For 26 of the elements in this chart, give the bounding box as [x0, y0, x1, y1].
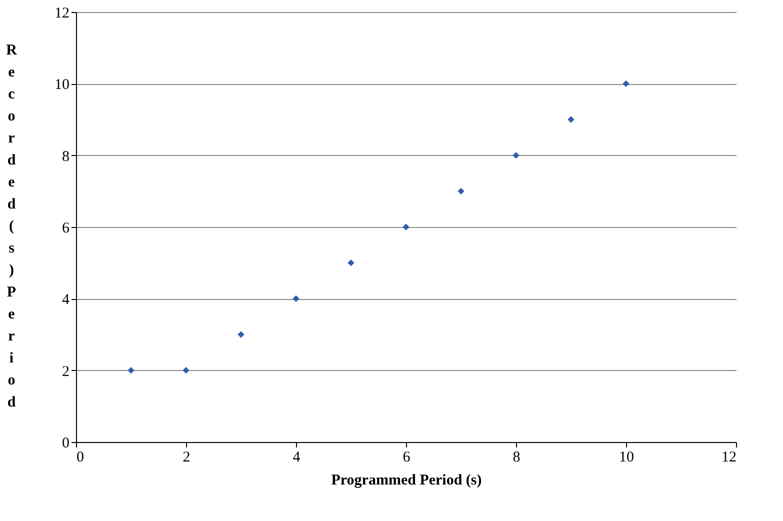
y-tick-label: 12: [54, 6, 70, 22]
point: [402, 224, 410, 230]
point: [458, 188, 464, 195]
point: [348, 259, 354, 266]
x-tick-label: 2: [182, 450, 190, 466]
point: [238, 331, 244, 338]
y-tick-label: 2: [62, 364, 70, 380]
x-tick-label: 10: [619, 450, 634, 466]
x-tick-label: 6: [402, 450, 411, 466]
y-tick-label: 4: [62, 292, 70, 308]
point: [512, 152, 520, 159]
y-tick-label: 10: [54, 77, 70, 94]
point: [128, 366, 134, 374]
point: [292, 295, 300, 302]
y-tick-label: 6: [62, 220, 70, 236]
point: [622, 80, 630, 88]
y-tick-label: 8: [62, 148, 70, 165]
y-tick-label: 0: [62, 436, 70, 452]
x-tick-label: 0: [76, 450, 84, 466]
x-axis-title: Programmed Period (s): [331, 472, 482, 488]
text: Recorded (s) Period: [6, 42, 17, 410]
x-tick-label: 12: [722, 450, 736, 466]
point: [568, 116, 574, 123]
x-tick-label: 4: [292, 450, 301, 466]
point: [182, 366, 190, 374]
x-tick-label: 8: [512, 450, 520, 466]
